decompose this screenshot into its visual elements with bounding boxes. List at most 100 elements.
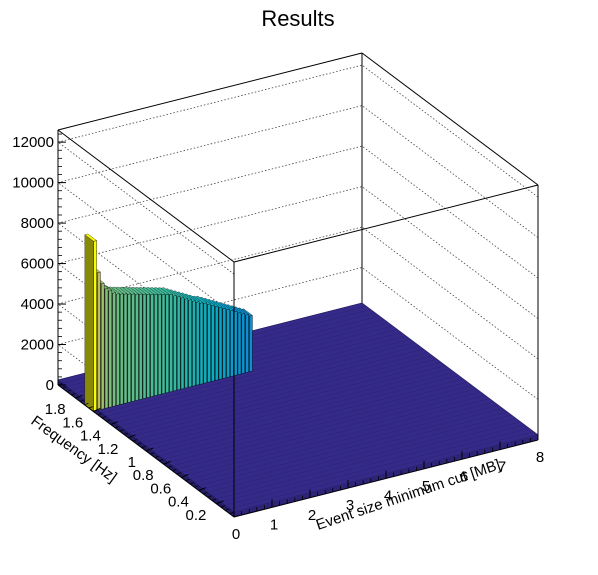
y-minor-tick	[211, 498, 217, 501]
floor-strip	[159, 378, 464, 457]
z-tick-label: 12000	[12, 134, 54, 151]
y-minor-tick	[207, 495, 212, 498]
bar	[184, 298, 189, 389]
grid-line	[57, 105, 539, 238]
bar	[108, 290, 113, 408]
bar	[214, 305, 219, 381]
bar	[218, 306, 223, 380]
bar	[161, 293, 166, 395]
floor-strip	[137, 362, 442, 440]
x-tick-label: 2	[308, 507, 316, 524]
floor-strip	[154, 375, 459, 453]
y-minor-tick	[194, 485, 199, 488]
y-minor-tick	[123, 432, 129, 435]
bar	[154, 293, 158, 397]
y-minor-tick	[145, 449, 151, 452]
x-tick-label: 6	[460, 468, 468, 485]
y-minor-tick	[93, 409, 98, 412]
x-tick-label: 3	[346, 497, 354, 514]
back-edge	[57, 52, 363, 131]
bar	[127, 293, 132, 403]
z-tick-label: 4000	[21, 296, 54, 313]
bar	[207, 303, 211, 383]
y-minor-tick	[216, 501, 221, 505]
floor-strip	[220, 424, 525, 503]
bar	[180, 297, 185, 390]
floor-strip	[207, 414, 512, 493]
bar	[116, 293, 120, 406]
y-minor-tick	[62, 386, 67, 389]
y-tick-label: 1	[128, 454, 136, 471]
bar	[176, 296, 181, 391]
y-tick-label: 0.4	[168, 494, 189, 511]
bar	[93, 240, 97, 412]
bar	[123, 293, 128, 404]
bar	[233, 310, 238, 376]
y-minor-tick	[57, 383, 63, 386]
floor-strip	[119, 348, 424, 427]
bar	[169, 293, 173, 393]
x-tick-label: 0	[232, 526, 240, 543]
bar	[138, 293, 143, 401]
y-minor-tick	[225, 508, 230, 511]
chart-title: Results	[261, 6, 334, 31]
floor-strip	[211, 418, 517, 496]
floor-strip	[150, 371, 455, 450]
front-edge	[233, 184, 539, 263]
y-minor-tick	[128, 435, 133, 439]
bar	[245, 314, 249, 374]
y-minor-tick	[137, 442, 142, 445]
y-minor-tick	[167, 465, 173, 468]
y-minor-tick	[101, 416, 107, 419]
grid-line	[57, 141, 235, 275]
y-minor-tick	[176, 472, 181, 475]
floor-strip	[163, 381, 468, 460]
y-tick-label: 0.8	[133, 467, 154, 484]
x-tick-label: 5	[422, 478, 430, 495]
floor-strip	[123, 352, 429, 430]
floor-strip	[194, 404, 499, 483]
bar	[165, 293, 170, 394]
grid-line	[57, 145, 539, 279]
bar	[157, 293, 162, 396]
y-tick-label: 1.8	[45, 401, 66, 418]
x-tick-label: 8	[536, 449, 544, 466]
y-tick-label: 0.2	[186, 507, 207, 524]
z-tick-label: 8000	[21, 215, 54, 232]
y-minor-tick	[119, 429, 124, 432]
bar	[131, 293, 135, 402]
y-minor-tick	[97, 412, 102, 416]
bar	[100, 282, 105, 410]
front-edge	[57, 129, 235, 263]
y-minor-tick	[172, 468, 177, 472]
bar	[173, 294, 177, 392]
bar	[146, 293, 151, 399]
bar	[222, 307, 227, 379]
floor-strip	[176, 391, 481, 470]
bar	[192, 300, 196, 387]
bar	[142, 293, 147, 400]
bar	[211, 304, 215, 382]
y-minor-tick	[110, 422, 115, 425]
y-tick-label: 1.4	[80, 428, 101, 445]
y-minor-tick	[198, 488, 203, 491]
y-minor-tick	[150, 452, 155, 455]
bar	[199, 302, 204, 385]
bar	[226, 308, 230, 378]
bar	[249, 315, 253, 373]
y-minor-tick	[106, 419, 111, 422]
z-tick-label: 2000	[21, 337, 54, 354]
bar	[241, 313, 246, 375]
floor-strip	[132, 358, 437, 437]
y-minor-tick	[132, 439, 137, 442]
bar	[203, 302, 208, 384]
floor-strip	[141, 365, 446, 443]
floor-strip	[128, 355, 433, 433]
y-minor-tick	[88, 406, 93, 409]
x-tick-label: 7	[498, 459, 506, 476]
y-tick-label: 0.6	[150, 480, 171, 497]
y-tick-label: 1.6	[62, 414, 83, 431]
floor-strip	[203, 411, 508, 490]
bar	[150, 293, 154, 398]
bar	[104, 287, 109, 409]
